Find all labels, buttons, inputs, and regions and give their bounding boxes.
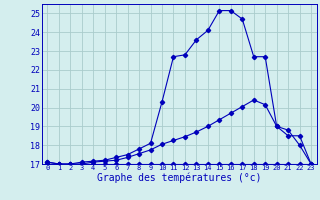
X-axis label: Graphe des températures (°c): Graphe des températures (°c) bbox=[97, 173, 261, 183]
